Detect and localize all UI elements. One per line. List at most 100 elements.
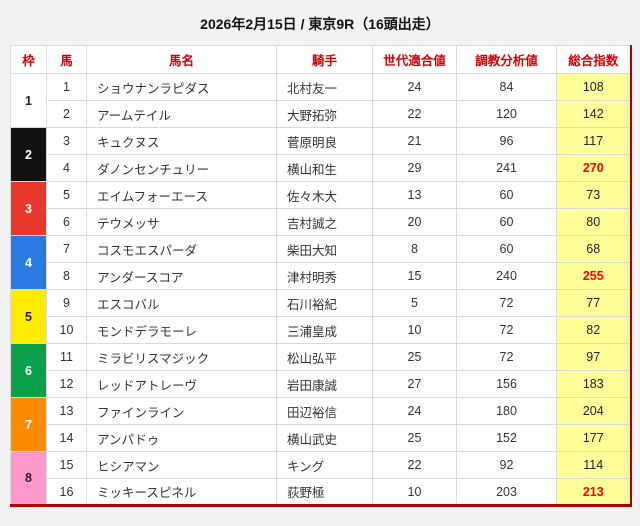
table-row: 8 15 ヒシアマン キング 22 92 114: [10, 451, 631, 506]
table-row: 16 ミッキースピネル 荻野極 10 203 213: [11, 478, 631, 506]
table-row: 4 ダノンセンチュリー 横山和生 29 241 270: [11, 154, 631, 182]
horse-name-cell: アンパドゥ: [86, 424, 277, 452]
page-title: 2026年2月15日 / 東京9R（16頭出走）: [200, 16, 440, 32]
col-header-horse-no: 馬: [46, 45, 87, 74]
table-row: 12 レッドアトレーヴ 岩田康誠 27 156 183: [11, 370, 631, 398]
total-index-cell: 108: [556, 73, 631, 101]
table-row: 2 3 キュクヌス 菅原明良 21 96 117: [10, 127, 631, 182]
generation-value-cell: 21: [372, 127, 457, 155]
horse-name-cell: アンダースコア: [86, 262, 277, 290]
total-index-cell: 73: [556, 181, 631, 209]
total-index-cell: 114: [556, 451, 631, 479]
horse-number-cell: 7: [46, 235, 87, 263]
race-page: 2026年2月15日 / 東京9R（16頭出走） 枠 馬 馬名 騎手 世代適合値…: [10, 16, 632, 507]
horse-name-cell: アームテイル: [86, 100, 277, 128]
generation-value-cell: 24: [372, 397, 457, 425]
table-row: 3 5 エイムフォーエース 佐々木大 13 60 73: [10, 181, 631, 236]
col-header-training-value: 調教分析値: [456, 45, 557, 74]
horse-name-cell: テウメッサ: [86, 208, 277, 236]
horse-name-cell: レッドアトレーヴ: [86, 370, 277, 398]
generation-value-cell: 8: [372, 235, 457, 263]
header-row: 枠 馬 馬名 騎手 世代適合値 調教分析値 総合指数: [10, 45, 631, 74]
horse-number-cell: 3: [46, 127, 87, 155]
training-value-cell: 156: [456, 370, 557, 398]
training-value-cell: 96: [456, 127, 557, 155]
total-index-cell: 117: [556, 127, 631, 155]
table-row: 8 アンダースコア 津村明秀 15 240 255: [11, 262, 631, 290]
jockey-name-cell: 佐々木大: [276, 181, 373, 209]
generation-value-cell: 5: [372, 289, 457, 317]
total-index-cell: 270: [556, 154, 631, 182]
total-index-cell: 80: [556, 208, 631, 236]
total-index-cell: 177: [556, 424, 631, 452]
training-value-cell: 72: [456, 343, 557, 371]
total-index-cell: 142: [556, 100, 631, 128]
frame-number-cell: 8: [10, 451, 47, 506]
total-index-cell: 183: [556, 370, 631, 398]
frame-number-cell: 2: [10, 127, 47, 182]
jockey-name-cell: 石川裕紀: [276, 289, 373, 317]
horse-name-cell: エイムフォーエース: [86, 181, 277, 209]
total-index-cell: 77: [556, 289, 631, 317]
horse-name-cell: コスモエスパーダ: [86, 235, 277, 263]
table-row: 6 11 ミラビリスマジック 松山弘平 25 72 97: [10, 343, 631, 398]
jockey-name-cell: 柴田大知: [276, 235, 373, 263]
table-row: 4 7 コスモエスパーダ 柴田大知 8 60 68: [10, 235, 631, 290]
horse-name-cell: ミッキースピネル: [86, 478, 277, 506]
horse-number-cell: 4: [46, 154, 87, 182]
jockey-name-cell: 横山武史: [276, 424, 373, 452]
table-row: 10 モンドデラモーレ 三浦皇成 10 72 82: [11, 316, 631, 344]
training-value-cell: 72: [456, 289, 557, 317]
training-value-cell: 240: [456, 262, 557, 290]
frame-number-cell: 5: [10, 289, 47, 344]
generation-value-cell: 27: [372, 370, 457, 398]
training-value-cell: 92: [456, 451, 557, 479]
generation-value-cell: 22: [372, 100, 457, 128]
generation-value-cell: 24: [372, 73, 457, 101]
generation-value-cell: 15: [372, 262, 457, 290]
jockey-name-cell: キング: [276, 451, 373, 479]
generation-value-cell: 10: [372, 316, 457, 344]
frame-number-cell: 4: [10, 235, 47, 290]
horse-number-cell: 12: [46, 370, 87, 398]
jockey-name-cell: 吉村誠之: [276, 208, 373, 236]
total-index-cell: 82: [556, 316, 631, 344]
generation-value-cell: 29: [372, 154, 457, 182]
training-value-cell: 60: [456, 181, 557, 209]
table-row: 14 アンパドゥ 横山武史 25 152 177: [11, 424, 631, 452]
table-row: 5 9 エスコバル 石川裕紀 5 72 77: [10, 289, 631, 344]
generation-value-cell: 13: [372, 181, 457, 209]
horse-number-cell: 15: [46, 451, 87, 479]
horse-number-cell: 8: [46, 262, 87, 290]
horse-name-cell: ダノンセンチュリー: [86, 154, 277, 182]
jockey-name-cell: 松山弘平: [276, 343, 373, 371]
horse-name-cell: キュクヌス: [86, 127, 277, 155]
jockey-name-cell: 三浦皇成: [276, 316, 373, 344]
horse-number-cell: 1: [46, 73, 87, 101]
table-row: 1 1 ショウナンラピダス 北村友一 24 84 108: [10, 73, 631, 128]
total-index-cell: 204: [556, 397, 631, 425]
horse-number-cell: 14: [46, 424, 87, 452]
horse-name-cell: ファインライン: [86, 397, 277, 425]
horse-number-cell: 11: [46, 343, 87, 371]
jockey-name-cell: 横山和生: [276, 154, 373, 182]
training-value-cell: 203: [456, 478, 557, 506]
horse-name-cell: エスコバル: [86, 289, 277, 317]
col-header-frame: 枠: [10, 45, 47, 74]
training-value-cell: 152: [456, 424, 557, 452]
horse-number-cell: 9: [46, 289, 87, 317]
total-index-cell: 68: [556, 235, 631, 263]
horse-number-cell: 10: [46, 316, 87, 344]
horse-number-cell: 2: [46, 100, 87, 128]
race-table-body: 1 1 ショウナンラピダス 北村友一 24 84 108 2 アームテイル 大野拓弥 22 120 14…: [10, 73, 631, 506]
table-row: 2 アームテイル 大野拓弥 22 120 142: [11, 100, 631, 128]
generation-value-cell: 10: [372, 478, 457, 506]
col-header-horse-name: 馬名: [86, 45, 277, 74]
table-row: 7 13 ファインライン 田辺裕信 24 180 204: [10, 397, 631, 452]
total-index-cell: 213: [556, 478, 631, 506]
horse-number-cell: 6: [46, 208, 87, 236]
jockey-name-cell: 津村明秀: [276, 262, 373, 290]
col-header-jockey: 騎手: [276, 45, 373, 74]
training-value-cell: 60: [456, 208, 557, 236]
jockey-name-cell: 田辺裕信: [276, 397, 373, 425]
